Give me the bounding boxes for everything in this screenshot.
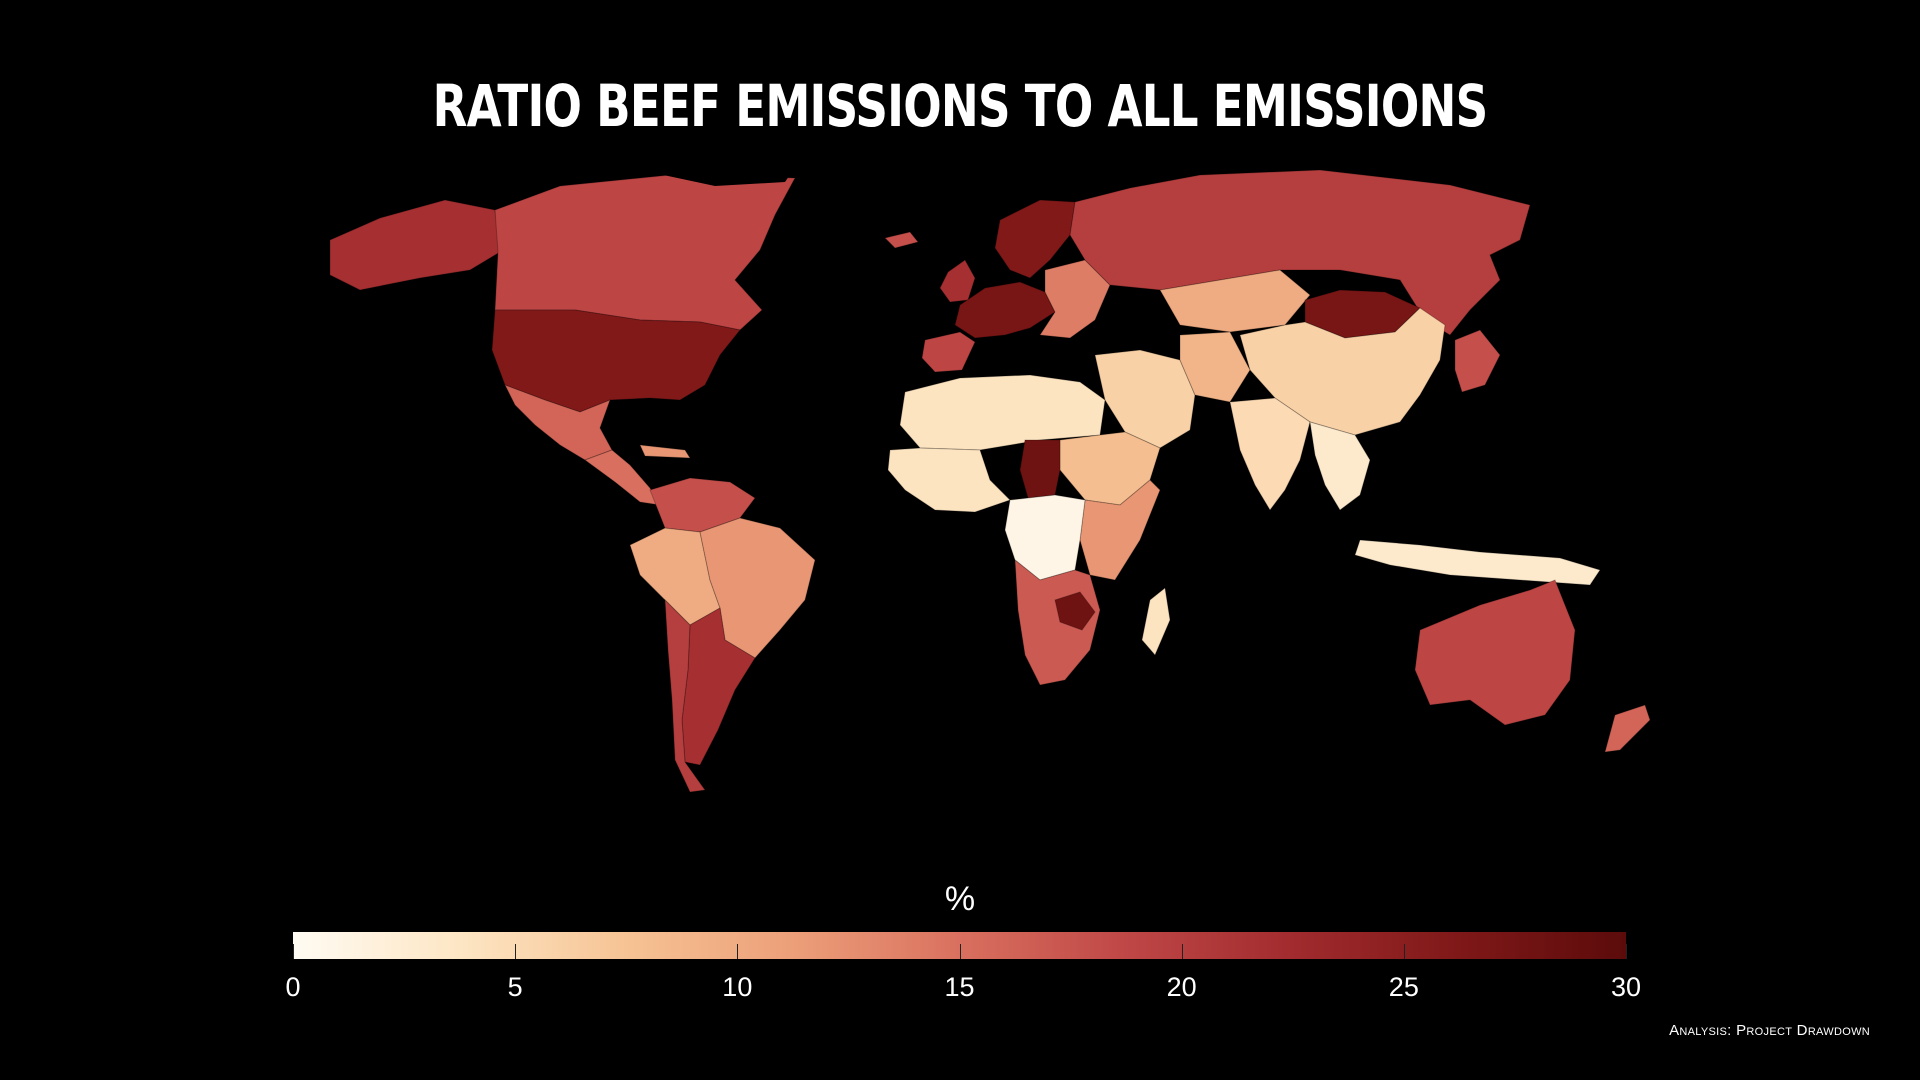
region-chile bbox=[664, 598, 706, 793]
map-title: RATIO BEEF EMISSIONS TO ALL EMISSIONS bbox=[432, 72, 1489, 140]
region-zimbabwe bbox=[1054, 591, 1096, 631]
region-canada bbox=[494, 173, 796, 331]
region-india bbox=[1229, 397, 1311, 511]
region-chad bbox=[1019, 439, 1061, 499]
region-venezuela-colombia bbox=[649, 477, 756, 533]
region-scandinavia bbox=[994, 199, 1076, 279]
world-map bbox=[329, 160, 1651, 793]
region-congo bbox=[1004, 494, 1086, 581]
scale-tick-label: 15 bbox=[944, 972, 975, 1002]
scale-tick bbox=[1626, 944, 1627, 959]
scale-tick-label: 5 bbox=[507, 972, 523, 1002]
region-east-africa bbox=[1079, 479, 1161, 581]
region-brazil bbox=[699, 517, 816, 659]
region-greenland bbox=[640, 160, 800, 186]
region-uk-ireland bbox=[939, 259, 976, 303]
analysis-credit: Analysis: Project Drawdown bbox=[1669, 1022, 1870, 1039]
region-iberia bbox=[921, 331, 976, 373]
region-southeast-asia bbox=[1309, 421, 1371, 511]
region-japan-korea bbox=[1454, 329, 1501, 393]
scale-tick bbox=[515, 944, 517, 959]
region-caribbean bbox=[639, 444, 691, 459]
region-southern-africa bbox=[1014, 558, 1101, 686]
region-middle-east bbox=[1094, 349, 1196, 449]
scale-tick bbox=[1181, 944, 1183, 959]
region-iceland bbox=[884, 231, 919, 249]
region-alaska bbox=[329, 199, 501, 291]
region-kazakhstan bbox=[1159, 269, 1311, 333]
scale-tick-label: 30 bbox=[1610, 972, 1642, 1002]
region-russia bbox=[1069, 169, 1531, 336]
region-western-europe bbox=[954, 281, 1056, 339]
region-new-zealand bbox=[1604, 704, 1651, 753]
region-indonesia bbox=[1354, 539, 1601, 586]
region-central-america bbox=[583, 449, 661, 506]
scale-tick-label: 25 bbox=[1388, 972, 1419, 1002]
region-madagascar bbox=[1141, 587, 1171, 656]
scale-tick-label: 0 bbox=[285, 972, 301, 1002]
region-west-africa bbox=[887, 447, 1011, 513]
scale-tick-label: 10 bbox=[722, 972, 753, 1002]
scale-tick bbox=[1403, 944, 1405, 959]
scale-tick bbox=[293, 944, 294, 959]
region-australia bbox=[1414, 579, 1576, 726]
scale-tick bbox=[959, 944, 961, 959]
scale-tick-label: 20 bbox=[1166, 972, 1197, 1002]
scale-tick bbox=[737, 944, 739, 959]
legend-unit: % bbox=[944, 880, 976, 918]
